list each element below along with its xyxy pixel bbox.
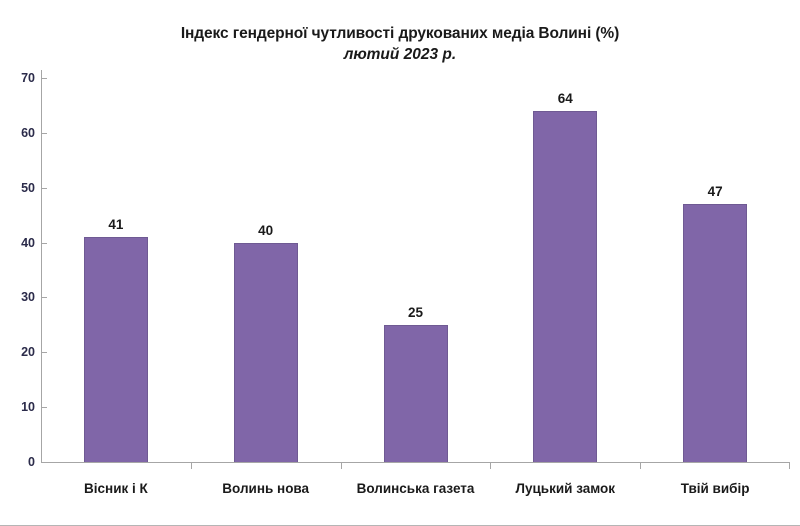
- y-axis-tick: [42, 187, 47, 189]
- y-axis-tick-label: 0: [28, 455, 35, 469]
- y-axis-tick-label: 10: [21, 400, 35, 415]
- chart-subtitle: лютий 2023 р.: [343, 46, 457, 64]
- y-axis-tick: [42, 132, 47, 134]
- x-axis-category-label: Вісник і К: [84, 481, 148, 496]
- bar: [83, 237, 148, 462]
- bar: [533, 110, 598, 462]
- x-axis-category-label: Луцький замок: [515, 481, 616, 496]
- bar-value-label: 64: [557, 90, 573, 106]
- x-axis-tick: [490, 463, 491, 469]
- y-axis-tick-label: 40: [21, 235, 35, 250]
- y-axis-tick-label: 50: [21, 180, 35, 195]
- bar-value-label: 40: [258, 222, 274, 238]
- page-title: Індекс гендерної чутливості друкованих м…: [180, 25, 620, 42]
- y-axis-tick-label: 20: [21, 345, 35, 360]
- x-axis-category-label: Волинь нова: [222, 481, 310, 496]
- x-axis-category-label: Твій вибір: [680, 481, 750, 496]
- plot-area: 0 10 20 30 40 50 60 70 41 40 25 64 47: [21, 70, 790, 469]
- x-axis-tick: [341, 463, 342, 469]
- bar-value-label: 25: [407, 304, 424, 320]
- x-axis-tick: [191, 463, 192, 469]
- y-axis-tick: [42, 297, 47, 299]
- y-axis-tick-label: 30: [21, 290, 35, 305]
- x-axis-category-label: Волинська газета: [356, 481, 475, 496]
- y-axis-line: [41, 70, 42, 462]
- x-axis-line: [41, 462, 790, 463]
- y-axis-tick: [42, 352, 47, 354]
- y-axis-tick: [42, 78, 47, 79]
- bar-value-label: 47: [707, 184, 723, 200]
- bar: [683, 204, 748, 462]
- y-axis-tick-label: 60: [21, 125, 35, 140]
- y-axis-tick: [42, 242, 47, 244]
- x-axis-tick: [789, 463, 790, 469]
- y-axis-tick-label: 70: [21, 71, 35, 85]
- bar: [383, 324, 448, 462]
- bar-value-label: 41: [108, 217, 124, 233]
- bar: [233, 242, 298, 462]
- chart-title-block: Індекс гендерної чутливості друкованих м…: [0, 24, 800, 65]
- y-axis-tick: [42, 462, 47, 463]
- x-axis-tick: [640, 463, 641, 469]
- y-axis-tick: [42, 407, 47, 409]
